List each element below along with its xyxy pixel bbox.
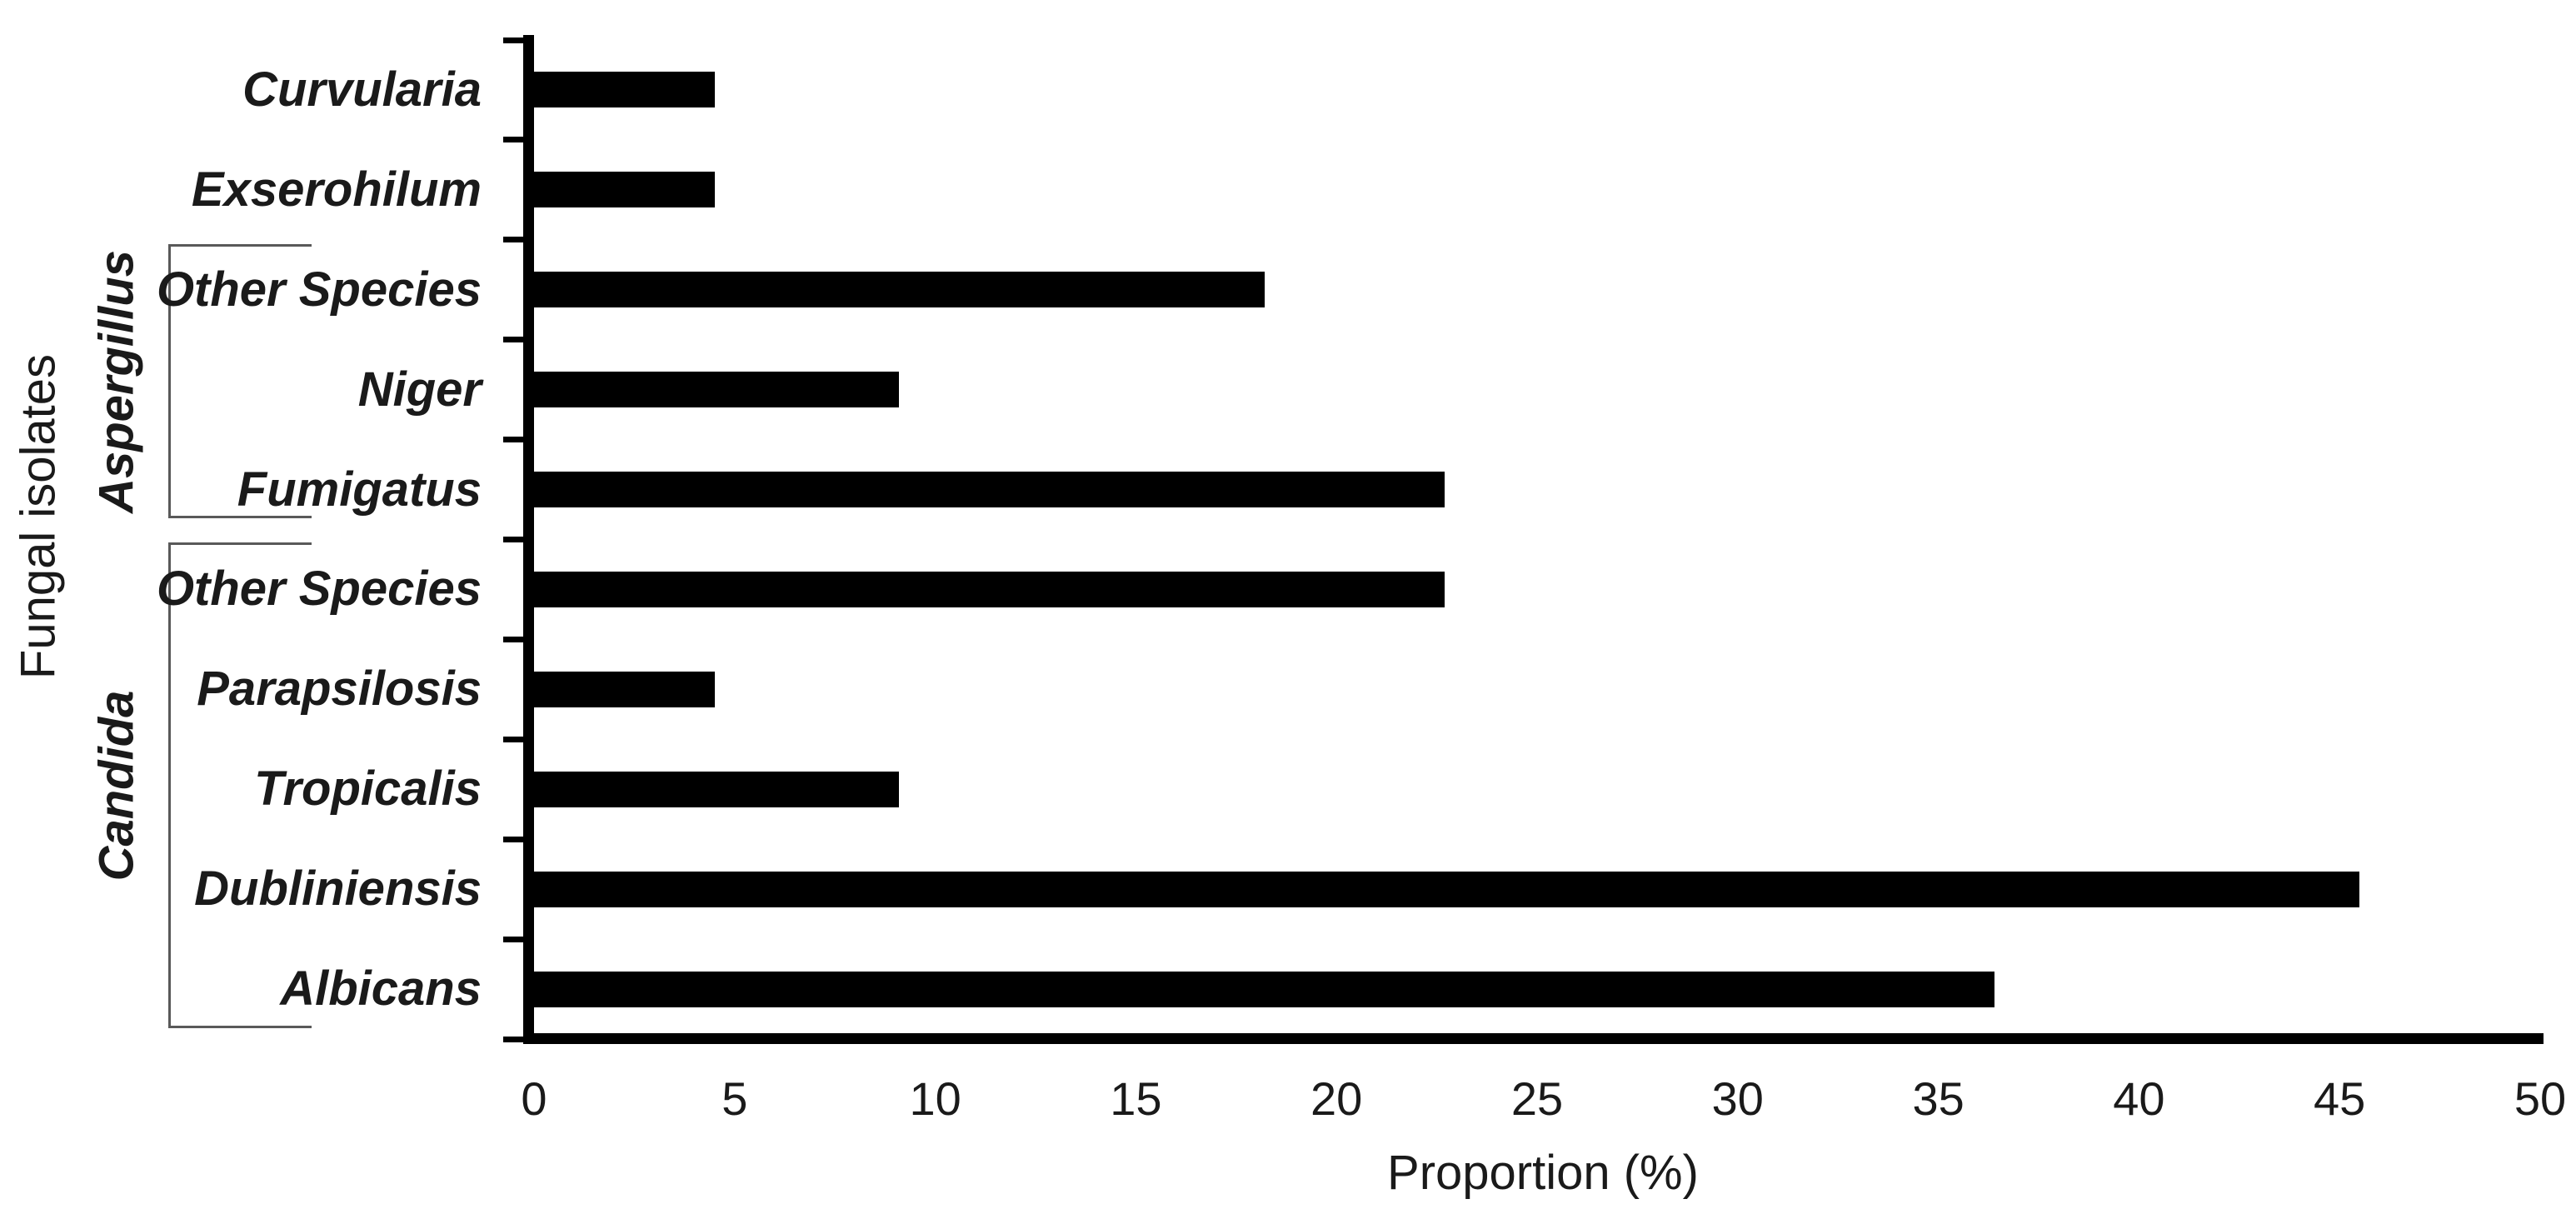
bar-dubliniensis	[534, 871, 2360, 907]
y-axis-tick	[503, 237, 523, 243]
category-label-tropicalis: Tropicalis	[254, 762, 482, 817]
y-axis-tick	[503, 1036, 523, 1042]
x-tick-label-25: 25	[1510, 1072, 1564, 1125]
bar-parapsilosis	[534, 671, 715, 707]
y-axis-tick	[503, 37, 523, 43]
bar-tropicalis	[534, 771, 900, 807]
x-tick-label-0: 0	[521, 1072, 547, 1125]
x-tick-label-5: 5	[721, 1072, 748, 1125]
category-label-fumigatus: Fumigatus	[237, 462, 482, 517]
group-bracket-bottom-candida	[168, 1026, 312, 1028]
category-label-curvularia: Curvularia	[242, 62, 482, 117]
y-axis-tick	[503, 836, 523, 842]
group-bracket-vertical-aspergillus	[168, 244, 171, 518]
category-label-dubliniensis: Dubliniensis	[194, 862, 482, 917]
category-label-niger: Niger	[357, 362, 482, 417]
x-tick-label-15: 15	[1110, 1072, 1162, 1125]
x-tick-label-40: 40	[2113, 1072, 2165, 1125]
y-axis-tick	[503, 636, 523, 642]
x-tick-label-20: 20	[1310, 1072, 1363, 1125]
category-label-exserohilum: Exserohilum	[191, 162, 482, 217]
bar-exserohilum	[534, 172, 715, 208]
y-axis-tick	[503, 736, 523, 742]
y-axis-line	[523, 35, 534, 1044]
category-label-other-species: Other Species	[156, 262, 482, 317]
x-tick-label-50: 50	[2514, 1072, 2567, 1125]
category-label-albicans: Albicans	[280, 962, 482, 1017]
group-bracket-bottom-aspergillus	[168, 516, 312, 518]
bar-other-species	[534, 571, 1445, 607]
y-axis-tick	[503, 936, 523, 942]
category-label-other-species: Other Species	[156, 562, 482, 617]
y-axis-tick	[503, 537, 523, 542]
x-tick-label-45: 45	[2314, 1072, 2366, 1125]
bar-niger	[534, 372, 900, 408]
x-tick-label-30: 30	[1711, 1072, 1764, 1125]
group-bracket-vertical-candida	[168, 542, 171, 1028]
x-tick-label-10: 10	[909, 1072, 961, 1125]
x-axis-line	[523, 1033, 2544, 1044]
group-bracket-top-aspergillus	[168, 244, 312, 247]
bar-albicans	[534, 971, 1995, 1007]
bar-other-species	[534, 272, 1265, 308]
group-bracket-top-candida	[168, 542, 312, 545]
x-axis-title: Proportion (%)	[1387, 1146, 1699, 1200]
category-label-parapsilosis: Parapsilosis	[197, 662, 482, 717]
y-axis-tick	[503, 437, 523, 443]
y-axis-tick	[503, 137, 523, 143]
y-axis-tick	[503, 337, 523, 343]
x-tick-label-35: 35	[1912, 1072, 1964, 1125]
bar-curvularia	[534, 72, 715, 108]
bar-fumigatus	[534, 472, 1445, 508]
